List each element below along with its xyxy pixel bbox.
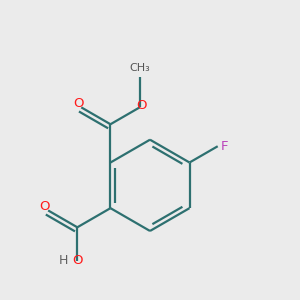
Text: O: O <box>39 200 50 213</box>
Text: F: F <box>221 140 229 153</box>
Text: CH₃: CH₃ <box>129 63 150 73</box>
Text: O: O <box>73 98 84 110</box>
Text: H: H <box>58 254 68 268</box>
Text: O: O <box>136 99 146 112</box>
Text: O: O <box>72 254 83 268</box>
